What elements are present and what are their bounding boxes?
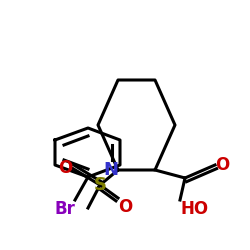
Text: N: N xyxy=(103,161,118,179)
Text: HO: HO xyxy=(180,200,208,218)
Text: O: O xyxy=(118,198,132,216)
Text: Br: Br xyxy=(54,200,75,218)
Text: O: O xyxy=(58,159,72,177)
Text: S: S xyxy=(94,176,106,194)
Text: O: O xyxy=(215,156,229,174)
